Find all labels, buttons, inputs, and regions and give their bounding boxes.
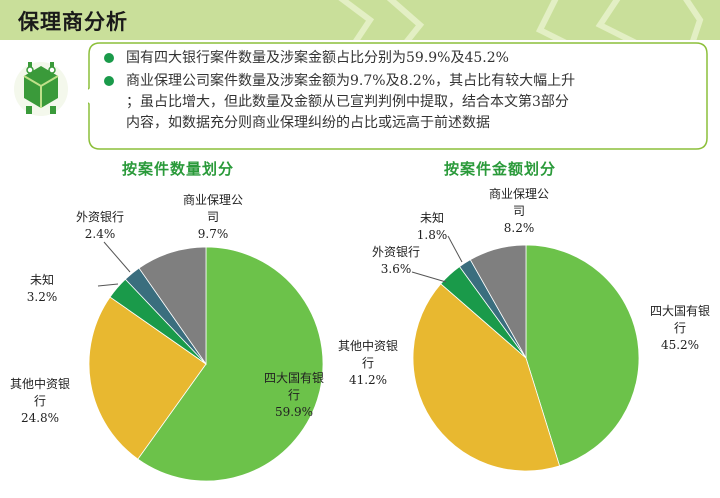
slice-name-label: 行 <box>34 394 46 408</box>
leader-line <box>447 235 463 263</box>
slice-value-label: 24.8% <box>21 411 59 425</box>
summary-callout: 国有四大银行案件数量及涉案金额占比分别为59.9%及45.2% 商业保理公司案件… <box>88 42 708 150</box>
chart-title-amount: 按案件金额划分 <box>444 160 557 178</box>
slice-name-label: 未知 <box>420 211 444 225</box>
slice-value-label: 9.7% <box>198 227 229 241</box>
slice-name-label: 其他中资银 <box>10 376 70 391</box>
pie-slice <box>137 246 324 482</box>
slice-label: 未知 3.2% <box>27 273 58 304</box>
slice-label: 其他中资银行 24.8% <box>10 376 70 425</box>
summary-bullet-2: 商业保理公司案件数量及涉案金额为9.7%及8.2%，其占比有较大幅上升 ；虽占比… <box>102 71 700 134</box>
slice-label: 外资银行 2.4% <box>76 210 124 241</box>
leader-line <box>411 271 447 283</box>
slice-label: 商业保理公司 8.2% <box>489 186 549 235</box>
pie-slice <box>469 244 527 360</box>
bullet-text-line-3: 内容，如数据充分则商业保理纠纷的占比或远高于前述数据 <box>126 115 490 131</box>
page-title: 保理商分析 <box>18 10 128 34</box>
slice-value-label: 8.2% <box>504 221 535 235</box>
slice-name-label: 四大国有银 <box>264 371 324 385</box>
callout-border <box>88 42 708 150</box>
slice-name-label: 行 <box>288 388 300 402</box>
slice-name-label: 司 <box>207 210 219 224</box>
pie-slice <box>138 246 207 366</box>
slice-label: 外资银行 3.6% <box>372 245 420 276</box>
header-bar: 保理商分析 <box>0 0 720 40</box>
pie-chart-1: 四大国有银行 59.9% 其他中资银行 24.8% 未知 3.2% 外资银行 2.4% 商业保理… <box>10 192 324 482</box>
slice-value-label: 41.2% <box>349 373 387 387</box>
summary-bullet-1: 国有四大银行案件数量及涉案金额占比分别为59.9%及45.2% <box>102 48 700 69</box>
slice-name-label: 商业保理公 <box>183 192 243 207</box>
slice-label: 四大国有银行 45.2% <box>650 304 710 352</box>
bullet-dot-icon <box>104 76 114 86</box>
slice-value-label: 45.2% <box>661 338 699 352</box>
mascot-icon <box>14 62 68 116</box>
bullet-text-line-2: ；虽占比增大，但此数量及金额从已宣判判例中提取，结合本文第3部分 <box>126 94 569 110</box>
slice-name-label: 商业保理公 <box>489 186 549 201</box>
summary-bullets: 国有四大银行案件数量及涉案金额占比分别为59.9%及45.2% 商业保理公司案件… <box>102 48 700 136</box>
slice-name-label: 外资银行 <box>76 210 124 224</box>
bullet-text: 国有四大银行案件数量及涉案金额占比分别为59.9%及45.2% <box>126 50 509 66</box>
slice-name-label: 行 <box>674 321 686 335</box>
slice-value-label: 3.6% <box>381 262 412 276</box>
pie-slice <box>525 244 640 467</box>
slice-label: 其他中资银行 41.2% <box>338 338 398 387</box>
slice-name-label: 未知 <box>30 273 54 287</box>
pie-chart-2: 四大国有银行 45.2%其他中资银行 41.2%外资银行 3.6%未知 1.8%商业保理… <box>338 186 710 472</box>
slice-name-label: 其他中资银 <box>338 338 398 353</box>
slice-label: 商业保理公司 9.7% <box>183 192 243 241</box>
slice-name-label: 行 <box>362 356 374 370</box>
slice-name-label: 司 <box>513 204 525 218</box>
slice-value-label: 1.8% <box>417 228 448 242</box>
bullet-dot-icon <box>104 53 114 63</box>
slice-value-label: 3.2% <box>27 290 58 304</box>
slice-name-label: 外资银行 <box>372 245 420 259</box>
leader-line <box>103 241 131 273</box>
slice-value-label: 2.4% <box>85 227 116 241</box>
chart-title-count: 按案件数量划分 <box>122 160 235 178</box>
slice-label: 未知 1.8% <box>417 211 448 242</box>
slice-name-label: 四大国有银 <box>650 304 710 318</box>
slice-label: 四大国有银行 59.9% <box>264 371 324 419</box>
header-decoration <box>338 0 704 40</box>
bullet-text-line-1: 商业保理公司案件数量及涉案金额为9.7%及8.2%，其占比有较大幅上升 <box>126 73 576 89</box>
pie-slice <box>88 296 207 460</box>
pie-slice <box>412 283 561 472</box>
leader-line <box>97 283 119 287</box>
slice-value-label: 59.9% <box>275 405 313 419</box>
